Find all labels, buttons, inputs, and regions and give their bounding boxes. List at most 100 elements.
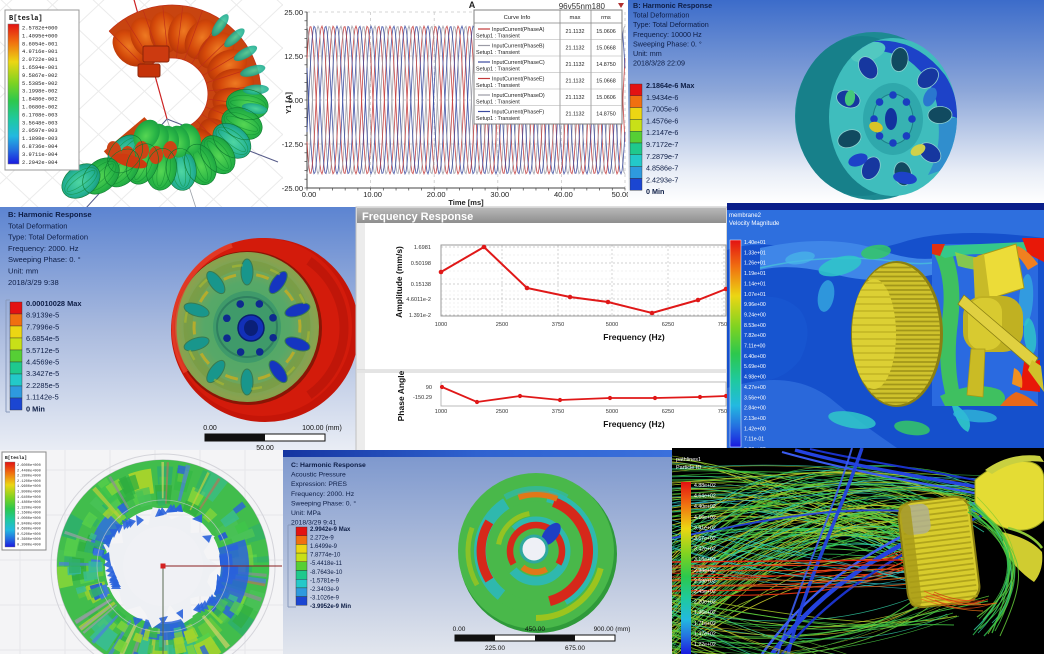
svg-text:12.50: 12.50 <box>284 52 303 61</box>
svg-text:7500: 7500 <box>718 409 730 415</box>
svg-text:8.9139e-5: 8.9139e-5 <box>26 311 59 320</box>
svg-text:2018/3/28 22:09: 2018/3/28 22:09 <box>633 59 685 68</box>
svg-text:21.1132: 21.1132 <box>565 46 584 52</box>
svg-text:Sweeping Phase: 0. °: Sweeping Phase: 0. ° <box>291 499 356 507</box>
svg-text:3.9711e-004: 3.9711e-004 <box>22 152 58 158</box>
svg-text:21.1132: 21.1132 <box>565 29 584 35</box>
svg-text:2.20e+02: 2.20e+02 <box>694 600 716 606</box>
svg-text:1.6981: 1.6981 <box>414 245 431 251</box>
svg-text:0.15138: 0.15138 <box>411 282 431 288</box>
svg-text:3750: 3750 <box>552 409 564 415</box>
svg-text:2018/3/29 9:38: 2018/3/29 9:38 <box>8 278 59 287</box>
svg-text:3.1998e-002: 3.1998e-002 <box>22 89 58 95</box>
svg-text:14.8750: 14.8750 <box>596 62 616 68</box>
svg-text:0.00: 0.00 <box>302 190 317 199</box>
svg-text:1.33e+01: 1.33e+01 <box>744 250 766 256</box>
svg-text:Unit: mm: Unit: mm <box>633 49 662 58</box>
svg-text:5000: 5000 <box>606 322 618 328</box>
svg-text:0.6800e+000: 0.6800e+000 <box>17 528 41 532</box>
svg-text:1.6594e-001: 1.6594e-001 <box>22 65 58 71</box>
svg-text:50.00: 50.00 <box>256 445 274 452</box>
svg-text:8.6054e-001: 8.6054e-001 <box>22 41 58 47</box>
svg-text:1.3200e+000: 1.3200e+000 <box>17 506 41 510</box>
svg-text:1.1142e-5: 1.1142e-5 <box>26 393 59 402</box>
svg-text:2.272e-9: 2.272e-9 <box>310 536 334 542</box>
svg-text:1.42e+00: 1.42e+00 <box>744 426 766 432</box>
svg-text:Amplitude (mm/s): Amplitude (mm/s) <box>394 246 404 318</box>
svg-text:InputCurrent(PhaseC): InputCurrent(PhaseC) <box>492 60 545 66</box>
svg-text:1.9434e-6: 1.9434e-6 <box>646 93 678 102</box>
svg-text:3.67e+02: 3.67e+02 <box>694 536 716 542</box>
svg-text:900.00 (mm): 900.00 (mm) <box>594 626 631 633</box>
svg-text:5.5712e-5: 5.5712e-5 <box>26 346 59 355</box>
svg-text:Setup1 : Transient: Setup1 : Transient <box>476 50 520 56</box>
svg-text:7.8774e-10: 7.8774e-10 <box>310 553 341 559</box>
svg-text:25.00: 25.00 <box>284 8 303 17</box>
svg-text:1.4576e-6: 1.4576e-6 <box>646 116 678 125</box>
svg-text:0.2000e+000: 0.2000e+000 <box>17 544 41 548</box>
svg-text:Velocity Magnitude: Velocity Magnitude <box>729 221 780 227</box>
svg-text:2.4400e+000: 2.4400e+000 <box>17 469 41 473</box>
svg-text:15.0668: 15.0668 <box>596 79 616 85</box>
svg-text:2.6000e+000: 2.6000e+000 <box>17 464 41 468</box>
svg-text:675.00: 675.00 <box>565 645 585 652</box>
svg-text:0.3600e+000: 0.3600e+000 <box>17 538 41 542</box>
svg-text:2.13e+00: 2.13e+00 <box>744 416 766 422</box>
svg-text:10.00: 10.00 <box>363 190 382 199</box>
svg-text:3.18e+02: 3.18e+02 <box>694 557 716 563</box>
svg-text:2.0597e-003: 2.0597e-003 <box>22 128 58 134</box>
svg-text:21.1132: 21.1132 <box>565 62 584 68</box>
svg-text:4.4569e-5: 4.4569e-5 <box>26 358 59 367</box>
svg-text:2.69e+02: 2.69e+02 <box>694 578 716 584</box>
svg-text:1.1600e+000: 1.1600e+000 <box>17 512 41 516</box>
svg-text:50.00: 50.00 <box>612 190 631 199</box>
svg-text:1.40e+01: 1.40e+01 <box>744 240 766 246</box>
svg-text:4.27e+00: 4.27e+00 <box>744 385 766 391</box>
svg-text:2.2285e-5: 2.2285e-5 <box>26 381 59 390</box>
svg-text:1.26e+01: 1.26e+01 <box>744 261 766 267</box>
svg-text:Total Deformation: Total Deformation <box>633 11 689 20</box>
svg-text:InputCurrent(PhaseB): InputCurrent(PhaseB) <box>492 44 545 50</box>
svg-text:Type: Total Deformation: Type: Total Deformation <box>633 20 709 29</box>
svg-text:Frequency (Hz): Frequency (Hz) <box>603 332 665 342</box>
svg-text:Total Deformation: Total Deformation <box>8 221 68 230</box>
svg-text:96v55nm180: 96v55nm180 <box>559 2 606 11</box>
svg-text:4.64e+02: 4.64e+02 <box>694 494 716 500</box>
svg-text:-25.00: -25.00 <box>282 184 303 193</box>
svg-text:2.9942e-9 Max: 2.9942e-9 Max <box>310 527 351 533</box>
svg-text:6250: 6250 <box>662 322 674 328</box>
svg-text:4.9716e-001: 4.9716e-001 <box>22 49 58 55</box>
svg-text:-3.1026e-9: -3.1026e-9 <box>310 595 340 601</box>
svg-text:2.5782e+000: 2.5782e+000 <box>22 26 58 32</box>
svg-text:1.96e+02: 1.96e+02 <box>694 610 716 616</box>
svg-text:1.8486e-002: 1.8486e-002 <box>22 97 58 103</box>
svg-text:Type: Total Deformation: Type: Total Deformation <box>8 233 88 242</box>
svg-text:15.0606: 15.0606 <box>596 29 616 35</box>
svg-text:6.40e+00: 6.40e+00 <box>744 354 766 360</box>
svg-text:8.53e+00: 8.53e+00 <box>744 323 766 329</box>
svg-text:2.84e+00: 2.84e+00 <box>744 406 766 412</box>
svg-text:100.00 (mm): 100.00 (mm) <box>302 425 342 432</box>
svg-text:1.9600e+000: 1.9600e+000 <box>17 485 41 489</box>
svg-text:B: Harmonic Response: B: Harmonic Response <box>8 210 92 219</box>
svg-text:1.8000e+000: 1.8000e+000 <box>17 491 41 495</box>
svg-text:1.7005e-6: 1.7005e-6 <box>646 105 678 114</box>
svg-text:0.50198: 0.50198 <box>411 261 431 267</box>
svg-text:2500: 2500 <box>496 409 508 415</box>
svg-text:1.71e+02: 1.71e+02 <box>694 621 716 627</box>
svg-text:Unit: MPa: Unit: MPa <box>291 510 321 517</box>
svg-text:9.7172e-7: 9.7172e-7 <box>646 140 678 149</box>
svg-text:6.8736e-004: 6.8736e-004 <box>22 144 58 150</box>
svg-text:0.5200e+000: 0.5200e+000 <box>17 533 41 537</box>
svg-text:1.2147e-6: 1.2147e-6 <box>646 128 678 137</box>
svg-text:-5.4418e-11: -5.4418e-11 <box>310 561 343 567</box>
svg-text:4.88e+02: 4.88e+02 <box>694 483 716 489</box>
svg-text:7500: 7500 <box>718 322 730 328</box>
svg-text:0.00: 0.00 <box>203 425 217 432</box>
svg-text:1.14e+01: 1.14e+01 <box>744 281 766 287</box>
svg-text:2.1864e-6 Max: 2.1864e-6 Max <box>646 81 694 90</box>
svg-text:A: A <box>469 0 476 10</box>
svg-text:9.5867e-002: 9.5867e-002 <box>22 73 58 79</box>
svg-text:5.5385e-002: 5.5385e-002 <box>22 81 58 87</box>
svg-text:Frequency: 2000. Hz: Frequency: 2000. Hz <box>291 491 355 498</box>
